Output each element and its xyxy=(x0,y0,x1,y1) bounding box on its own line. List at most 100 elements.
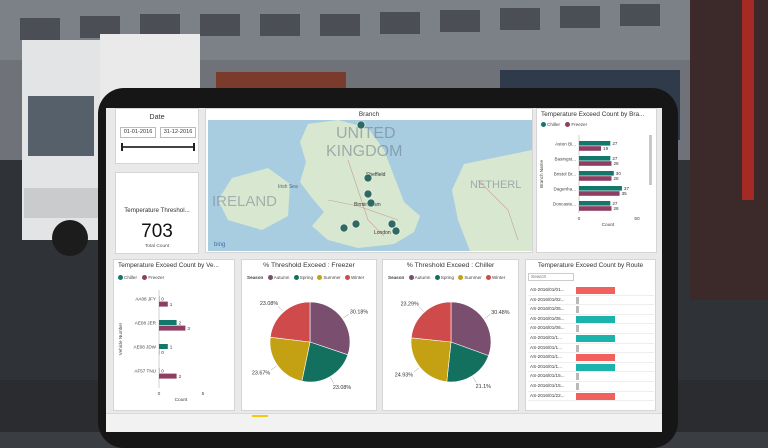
chiller-bar[interactable] xyxy=(579,141,610,146)
x-axis-title: Count xyxy=(175,397,188,403)
route-row[interactable]: AS-2016/01/15... xyxy=(528,372,654,382)
freezer-bar[interactable] xyxy=(159,302,168,307)
route-row[interactable]: AS-2016/01/02... xyxy=(528,296,654,306)
route-table-title: Temperature Exceed Count by Route xyxy=(526,262,655,269)
date-slider-start-handle[interactable] xyxy=(121,143,123,151)
route-row[interactable]: AS-2016/01/1... xyxy=(528,353,654,363)
route-label: AS-2016/01/1... xyxy=(530,335,562,340)
chiller-bar[interactable] xyxy=(579,156,610,161)
autumn-legend-dot xyxy=(268,275,273,280)
chiller-value-label: 0 xyxy=(161,368,164,373)
date-end-input[interactable]: 31-12-2016 xyxy=(160,127,196,138)
route-row[interactable]: AS-2016/01/05... xyxy=(528,305,654,315)
category-label: AE08 JER xyxy=(135,321,157,326)
freezer-bar[interactable] xyxy=(159,326,185,331)
winter-legend-dot xyxy=(345,275,350,280)
route-row[interactable]: AS-2016/01/1... xyxy=(528,344,654,354)
route-bar-chiller xyxy=(576,364,615,371)
branch-marker[interactable] xyxy=(357,121,365,129)
map-label-united: UNITED xyxy=(336,125,396,142)
route-bar-empty xyxy=(576,325,579,332)
branch-marker[interactable] xyxy=(367,199,375,207)
route-row[interactable]: AS-2016/01/15... xyxy=(528,382,654,392)
branch-marker[interactable] xyxy=(352,220,360,228)
route-label: AS-2016/01/1... xyxy=(530,345,562,350)
freezer-bar[interactable] xyxy=(159,374,177,379)
branch-marker[interactable] xyxy=(340,224,348,232)
branch-marker[interactable] xyxy=(364,174,372,182)
route-label: AS-2016/01/15... xyxy=(530,373,564,378)
branch-chart-title: Temperature Exceed Count by Bra... xyxy=(541,111,656,118)
freezer-pie-chart: 30.18%23.08%23.67%23.08% xyxy=(242,286,377,410)
chiller-legend-dot xyxy=(541,122,546,127)
freezer-pie-legend: Season Autumn Spring Summer Winter xyxy=(247,275,364,280)
route-row[interactable]: AS-2016/01/1... xyxy=(528,363,654,373)
spring-legend-dot xyxy=(435,275,440,280)
category-label: Dagenha... xyxy=(554,187,576,192)
chiller-bar[interactable] xyxy=(579,201,610,206)
freezer-value-label: 1 xyxy=(170,302,173,307)
x-tick-label: 50 xyxy=(634,216,640,222)
freezer-bar[interactable] xyxy=(579,191,620,196)
pie-leader-line xyxy=(343,314,349,318)
legend-winter: Winter xyxy=(351,275,364,280)
legend-freezer: Freezer xyxy=(571,122,587,127)
summer-legend-dot xyxy=(458,275,463,280)
route-label: AS-2016/01/22... xyxy=(530,393,564,398)
branch-marker[interactable] xyxy=(388,220,396,228)
chiller-bar[interactable] xyxy=(579,186,622,191)
category-label: AE08 JDW xyxy=(134,345,157,350)
route-row[interactable]: AS-2016/01/06... xyxy=(528,324,654,334)
freezer-bar[interactable] xyxy=(579,146,601,151)
route-bar-empty xyxy=(576,306,579,313)
date-start-input[interactable]: 01-01-2016 xyxy=(120,127,156,138)
legend-autumn: Autumn xyxy=(274,275,290,280)
date-range-slider[interactable] xyxy=(122,146,194,148)
pie-slice-summer[interactable] xyxy=(411,338,451,382)
route-table-card: Temperature Exceed Count by Route AS-201… xyxy=(525,259,656,411)
pie-data-label: 23.67% xyxy=(252,370,270,376)
route-search-input[interactable] xyxy=(528,273,574,281)
chiller-bar[interactable] xyxy=(159,320,177,325)
legend-freezer: Freezer xyxy=(148,275,164,280)
pie-leader-line xyxy=(330,378,333,384)
chiller-value-label: 0 xyxy=(161,296,164,301)
freezer-bar[interactable] xyxy=(579,206,611,211)
dashboard-screen: Date 01-01-2016 31-12-2016 Temperature T… xyxy=(106,108,662,432)
bing-logo: bing xyxy=(214,242,225,248)
route-row[interactable]: AS-2016/01/05... xyxy=(528,315,654,325)
active-page-tab[interactable] xyxy=(252,415,268,417)
x-tick-label: 5 xyxy=(202,391,205,397)
pie-slice-winter[interactable] xyxy=(411,302,451,342)
route-bar-chiller xyxy=(576,335,615,342)
freezer-pie-card: % Threshold Exceed : Freezer Season Autu… xyxy=(241,259,377,411)
branch-marker[interactable] xyxy=(364,190,372,198)
legend-spring: Spring xyxy=(300,275,313,280)
chiller-value-label: 1 xyxy=(170,344,173,349)
route-row[interactable]: AS-2016/01/1... xyxy=(528,334,654,344)
chart-scrollbar[interactable] xyxy=(649,135,652,185)
pie-slice-winter[interactable] xyxy=(270,302,310,342)
map-label-ireland: IRELAND xyxy=(212,193,277,210)
branch-marker[interactable] xyxy=(392,227,400,235)
branch-map[interactable]: UNITED KINGDOM IRELAND NETHERL Irish Sea… xyxy=(208,120,532,251)
route-bar-chiller xyxy=(576,316,615,323)
route-row[interactable]: AS-2016/01/22... xyxy=(528,392,654,402)
freezer-bar[interactable] xyxy=(579,161,611,166)
route-label: AS-2016/01/1... xyxy=(530,364,562,369)
category-label: Bristol Br... xyxy=(554,172,576,177)
freezer-bar[interactable] xyxy=(579,176,611,181)
legend-chiller: Chiller xyxy=(547,122,560,127)
y-axis-title: Vehicle Number xyxy=(118,322,123,355)
route-list: AS-2016/01/01...AS-2016/01/02...AS-2016/… xyxy=(528,286,654,401)
chiller-bar[interactable] xyxy=(159,344,168,349)
chiller-legend-dot xyxy=(118,275,123,280)
date-slider-end-handle[interactable] xyxy=(193,143,195,151)
map-label-london: London xyxy=(374,230,391,236)
chiller-pie-title: % Threshold Exceed : Chiller xyxy=(383,262,518,269)
freezer-value-label: 19 xyxy=(603,146,609,151)
chiller-bar[interactable] xyxy=(579,171,614,176)
vehicle-chart-legend: Chiller Freezer xyxy=(118,275,164,280)
route-row[interactable]: AS-2016/01/01... xyxy=(528,286,654,296)
